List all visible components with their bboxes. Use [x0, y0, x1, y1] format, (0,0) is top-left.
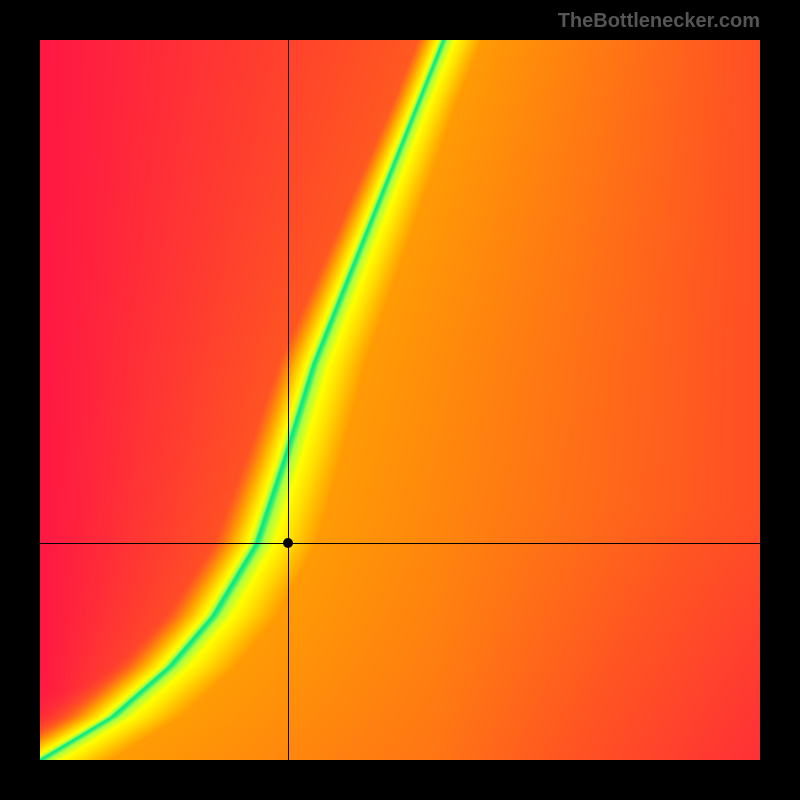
marker-dot — [283, 538, 293, 548]
heatmap-chart — [40, 40, 760, 760]
heatmap-canvas — [40, 40, 760, 760]
crosshair-vertical — [288, 40, 289, 760]
watermark-text: TheBottlenecker.com — [558, 10, 760, 33]
crosshair-horizontal — [40, 543, 760, 544]
